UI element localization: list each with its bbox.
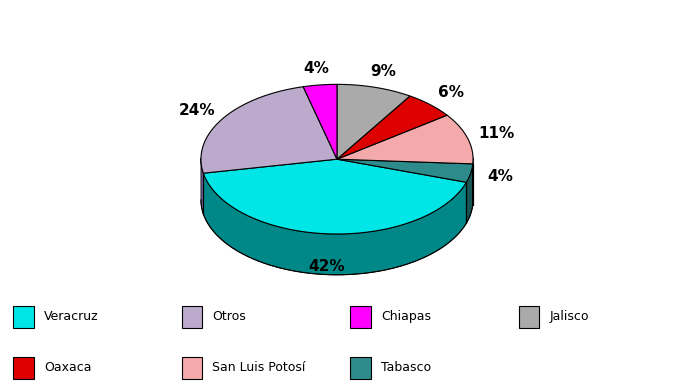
- Text: 11%: 11%: [479, 126, 514, 141]
- Text: 42%: 42%: [308, 259, 345, 274]
- Text: Tabasco: Tabasco: [381, 361, 431, 374]
- FancyBboxPatch shape: [13, 306, 34, 328]
- Text: 6%: 6%: [437, 85, 464, 100]
- FancyBboxPatch shape: [13, 356, 34, 379]
- Text: Jalisco: Jalisco: [549, 310, 589, 323]
- Text: 4%: 4%: [303, 61, 329, 76]
- Text: Veracruz: Veracruz: [44, 310, 98, 323]
- Polygon shape: [204, 173, 466, 275]
- Text: 4%: 4%: [487, 169, 513, 184]
- Text: Oaxaca: Oaxaca: [44, 361, 91, 374]
- Polygon shape: [337, 84, 410, 159]
- FancyBboxPatch shape: [350, 356, 371, 379]
- Text: Chiapas: Chiapas: [381, 310, 431, 323]
- FancyBboxPatch shape: [350, 306, 371, 328]
- FancyBboxPatch shape: [519, 306, 539, 328]
- Polygon shape: [337, 115, 473, 164]
- Polygon shape: [201, 158, 204, 214]
- Text: San Luis Potosí: San Luis Potosí: [212, 361, 306, 374]
- Text: 24%: 24%: [179, 103, 215, 118]
- Text: 9%: 9%: [371, 64, 396, 79]
- Text: Otros: Otros: [212, 310, 246, 323]
- Polygon shape: [204, 159, 466, 234]
- Polygon shape: [337, 159, 472, 182]
- FancyBboxPatch shape: [182, 356, 202, 379]
- Polygon shape: [337, 96, 447, 159]
- Polygon shape: [466, 164, 472, 223]
- FancyBboxPatch shape: [182, 306, 202, 328]
- Polygon shape: [201, 87, 337, 173]
- Polygon shape: [303, 84, 337, 159]
